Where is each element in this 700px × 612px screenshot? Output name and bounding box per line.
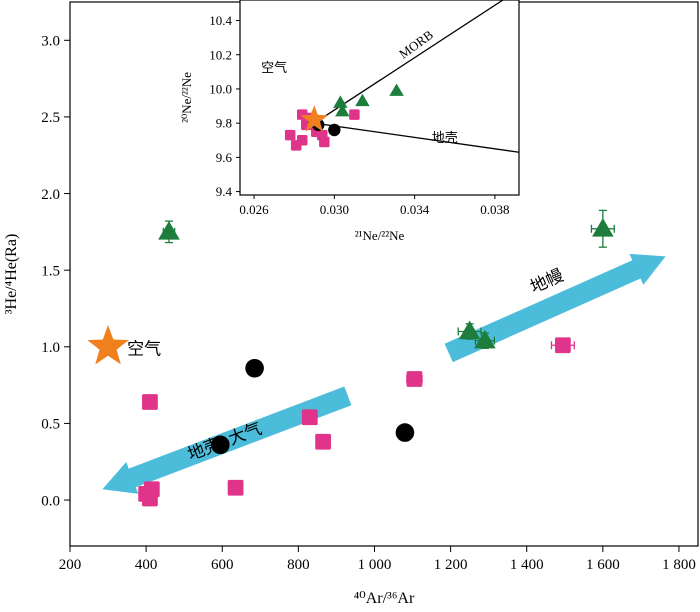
square-point [142,394,158,410]
main-y-axis-label: ³He/⁴He(Ra) [3,234,20,315]
circle-point [245,358,264,378]
annotation-label: 空气 [261,60,287,75]
y-tick-label: 9.6 [216,150,233,165]
main-arrows: 地壳+大气地幔 [102,253,666,494]
x-tick-label: 600 [211,557,234,573]
x-tick-label: 1 800 [662,557,696,573]
star-point [87,325,129,365]
triangle-point [458,320,481,340]
triangle-point [355,93,370,107]
inset-x-axis: 0.026 0.030 0.034 0.038 [239,195,510,217]
x-tick-label: 0.026 [239,202,269,217]
arrow-label: 地幔 [527,266,566,297]
annotation-label: 空气 [127,339,161,358]
x-tick-label: 400 [135,557,158,573]
x-tick-label: 1 000 [358,557,392,573]
square-point [555,337,571,354]
main-x-axis: 200 400 600 800 1 000 1 200 1 400 1 600 1 800 [59,546,696,573]
square-point [319,136,330,148]
circle-point [328,123,341,137]
main-y-axis: 0.0 0.5 1.0 1.5 2.0 2.5 3.0 [41,34,70,509]
reference-line [313,0,504,124]
triangle-point [158,221,180,240]
triangle-point [592,217,614,237]
triangle-point [333,95,348,108]
inset-y-axis-label: ²⁰Ne/²²Ne [179,72,194,123]
y-tick-label: 9.4 [216,184,233,199]
x-tick-label: 800 [287,557,310,573]
inset-x-axis-label: ²¹Ne/²²Ne [355,228,405,243]
square-point [315,433,331,450]
triangle-point [389,83,404,96]
main-data-points [87,209,615,507]
main-x-axis-label: ⁴⁰Ar/³⁶Ar [354,590,415,607]
y-tick-label: 10.4 [209,13,232,28]
triangle-point [474,329,496,349]
square-point [301,409,318,426]
inset-y-axis: 9.4 9.6 9.8 10.0 10.2 10.4 [209,13,240,199]
square-point [296,135,308,146]
square-point [349,109,360,120]
y-tick-label: 9.8 [216,116,232,131]
square-point [227,479,244,496]
inset-plot-frame [239,0,520,196]
square-point [284,129,296,141]
y-tick-label: 2.5 [41,110,60,126]
triangle-point [335,103,350,117]
y-tick-label: 3.0 [41,34,60,50]
x-tick-label: 0.030 [320,202,349,217]
inset-annotations: 空气 [261,60,287,75]
y-tick-label: 0.0 [41,493,60,509]
main-annotations: 空气 [127,339,161,358]
y-tick-label: 10.2 [209,47,232,62]
y-tick-label: 1.0 [41,340,60,356]
reference-line-label: 地壳 [432,130,458,145]
x-tick-label: 1 400 [510,557,544,573]
circle-point [395,423,415,442]
y-tick-label: 2.0 [41,187,60,203]
trend-arrow [444,253,666,363]
y-tick-label: 1.5 [41,263,60,279]
circle-point [211,435,230,455]
x-tick-label: 0.034 [400,202,430,217]
x-tick-label: 0.038 [480,202,509,217]
square-point [143,481,160,498]
x-tick-label: 200 [59,557,82,573]
y-tick-label: 10.0 [209,81,232,96]
square-point [406,371,423,387]
star-point [300,105,329,132]
y-tick-label: 0.5 [41,417,60,433]
x-tick-label: 1 600 [586,557,620,573]
reference-line [314,122,519,153]
x-tick-label: 1 200 [434,557,468,573]
inset-data-points [284,83,404,151]
